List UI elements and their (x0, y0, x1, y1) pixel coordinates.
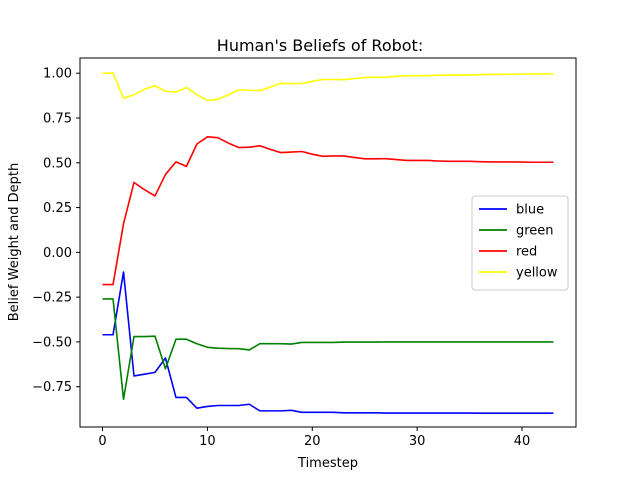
y-tick-label: 1.00 (43, 67, 72, 82)
series-line-blue (102, 271, 554, 415)
legend-label-green: green (516, 224, 554, 239)
chart-title: Human's Beliefs of Robot: (217, 36, 423, 55)
y-tick-label: 0.25 (43, 201, 72, 216)
series-line-yellow (102, 72, 554, 102)
y-axis: −0.75 −0.50 −0.25 0.00 0.25 0.50 0.75 1.00 (32, 67, 80, 395)
legend-label-blue: blue (516, 203, 544, 218)
y-tick-label: −0.50 (32, 335, 72, 350)
x-tick-label: 0 (98, 434, 106, 449)
y-tick-label: 0.00 (43, 246, 72, 261)
legend: blue green red yellow (471, 195, 569, 291)
x-axis-label: Timestep (297, 456, 358, 471)
series-line-red (102, 136, 554, 286)
y-tick-label: −0.25 (32, 291, 72, 306)
series-layer (102, 72, 554, 415)
series-line-green (102, 298, 554, 401)
x-tick-label: 30 (409, 434, 426, 449)
legend-label-yellow: yellow (516, 266, 558, 281)
x-tick-label: 20 (304, 434, 321, 449)
y-axis-label: Belief Weight and Depth (7, 163, 22, 321)
legend-box (471, 195, 569, 291)
plot-frame (79, 57, 577, 428)
y-tick-label: 0.50 (43, 156, 72, 171)
x-tick-label: 40 (514, 434, 531, 449)
x-tick-label: 10 (199, 434, 216, 449)
x-axis: 0 10 20 30 40 (98, 427, 530, 449)
y-tick-label: −0.75 (32, 380, 72, 395)
legend-label-red: red (516, 245, 537, 260)
y-tick-label: 0.75 (43, 112, 72, 127)
plot-area (79, 57, 577, 428)
